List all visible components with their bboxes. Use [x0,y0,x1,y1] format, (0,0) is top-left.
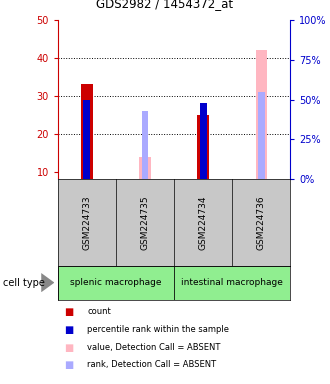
Text: GSM224734: GSM224734 [199,195,208,250]
Text: percentile rank within the sample: percentile rank within the sample [87,325,229,334]
Text: GSM224735: GSM224735 [141,195,149,250]
Text: ■: ■ [64,307,74,317]
Text: cell type: cell type [3,278,45,288]
Text: ■: ■ [64,325,74,335]
Text: GSM224736: GSM224736 [257,195,266,250]
Polygon shape [41,273,54,292]
Bar [258,92,265,179]
Bar [174,266,290,300]
Text: GDS2982 / 1454372_at: GDS2982 / 1454372_at [96,0,234,10]
Text: value, Detection Call = ABSENT: value, Detection Call = ABSENT [87,343,221,352]
Text: intestinal macrophage: intestinal macrophage [181,278,283,287]
Bar [81,84,93,179]
Bar [255,50,267,179]
Bar [197,115,209,179]
Text: ■: ■ [64,361,74,371]
Text: count: count [87,307,111,316]
Text: GSM224733: GSM224733 [82,195,91,250]
Bar [139,157,151,179]
Text: rank, Detection Call = ABSENT: rank, Detection Call = ABSENT [87,361,216,369]
Bar [142,111,148,179]
Text: ■: ■ [64,343,74,353]
Bar [200,103,207,179]
Bar [58,266,174,300]
Bar [83,100,90,179]
Text: splenic macrophage: splenic macrophage [70,278,162,287]
